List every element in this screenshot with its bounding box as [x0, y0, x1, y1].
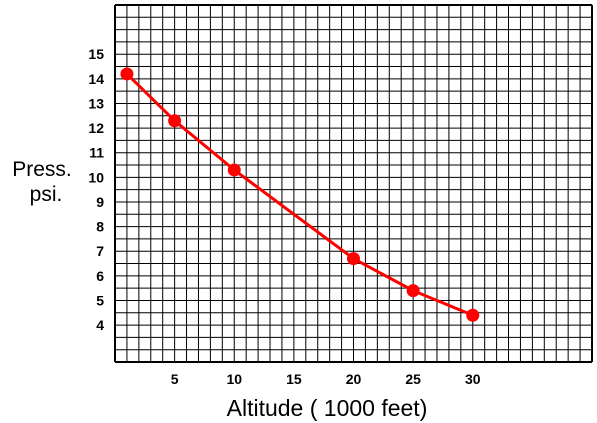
y-axis-unit-label: psi. — [30, 183, 63, 206]
y-tick-label: 8 — [96, 219, 104, 235]
x-tick-label: 15 — [286, 371, 302, 387]
ticks-layer: 4 5 6 7 8 9 10 11 12 13 14 15 5 10 15 20 25 30 — [88, 46, 480, 387]
y-axis-label: Press. — [12, 158, 72, 181]
series-line — [125, 72, 474, 317]
data-point — [120, 67, 134, 81]
y-tick-label: 13 — [88, 95, 104, 111]
data-point — [466, 308, 480, 322]
y-tick-label: 6 — [96, 268, 104, 284]
y-tick-label: 14 — [88, 71, 104, 87]
data-point — [406, 284, 420, 298]
x-tick-label: 10 — [226, 371, 242, 387]
y-tick-label: 15 — [88, 46, 104, 62]
x-tick-label: 5 — [171, 371, 179, 387]
y-tick-label: 5 — [96, 292, 104, 308]
x-axis-label: Altitude ( 1000 feet) — [227, 395, 428, 421]
data-point — [227, 163, 241, 177]
y-tick-label: 7 — [96, 243, 104, 259]
y-tick-label: 9 — [96, 194, 104, 210]
data-point — [347, 252, 360, 266]
grid — [114, 4, 593, 363]
x-tick-label: 25 — [405, 371, 421, 387]
y-tick-label: 12 — [88, 120, 104, 136]
data-point — [168, 114, 182, 128]
y-tick-label: 4 — [96, 317, 104, 333]
y-tick-label: 10 — [88, 169, 104, 185]
y-tick-label: 11 — [89, 145, 104, 161]
series-layer — [120, 67, 480, 322]
x-tick-label: 30 — [465, 371, 481, 387]
x-tick-label: 20 — [346, 371, 362, 387]
